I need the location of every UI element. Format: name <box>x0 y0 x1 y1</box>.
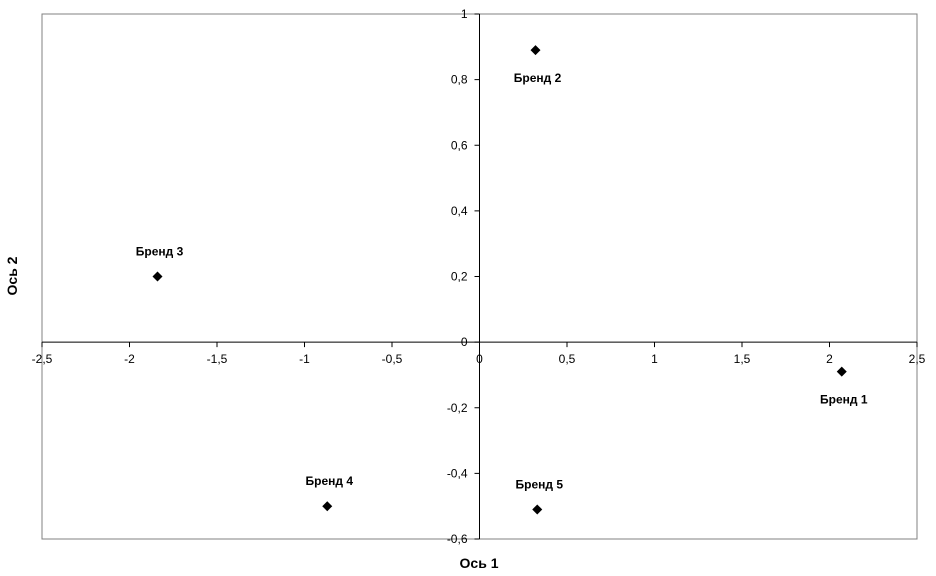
y-tick-label: 0,4 <box>451 204 468 218</box>
x-tick-label: 2,5 <box>909 352 926 366</box>
y-tick-label: 0,6 <box>451 138 468 152</box>
data-point-label: Бренд 5 <box>515 477 563 491</box>
data-point-marker <box>532 504 543 515</box>
x-axis-title: Ось 1 <box>460 555 499 571</box>
y-tick-label: -0,6 <box>447 532 468 546</box>
points-layer: Бренд 1 Бренд 2 Бренд 3 Бренд 4 Бренд 5 <box>136 45 868 515</box>
x-tick-label: -0,5 <box>382 352 403 366</box>
y-tick-label: -0,2 <box>447 401 468 415</box>
y-axis-title: Ось 2 <box>4 256 20 295</box>
tick-labels-layer: -2,5 -2 -1,5 -1 -0,5 0 0,5 1 1,5 2 2,5 -0,6 -0,4 -0,2… <box>32 7 926 546</box>
x-tick-label: -2,5 <box>32 352 53 366</box>
data-point-label: Бренд 3 <box>136 245 184 259</box>
x-tick-label: 1,5 <box>734 352 751 366</box>
data-point-label: Бренд 4 <box>305 474 353 488</box>
axes-layer <box>41 13 918 540</box>
y-tick-label: -0,4 <box>447 466 468 480</box>
data-point-label: Бренд 1 <box>820 393 868 407</box>
data-point-label: Бренд 2 <box>514 71 562 85</box>
y-tick-label: 0 <box>461 335 468 349</box>
data-point-marker <box>322 501 333 512</box>
x-tick-label: 0,5 <box>559 352 576 366</box>
data-point-marker <box>152 271 163 282</box>
data-point-marker <box>530 45 541 56</box>
y-tick-label: 0,8 <box>451 73 468 87</box>
x-tick-label: 2 <box>826 352 833 366</box>
x-tick-label: -2 <box>124 352 135 366</box>
x-tick-label: 0 <box>476 352 483 366</box>
x-tick-label: -1 <box>299 352 310 366</box>
y-tick-label: 0,2 <box>451 270 468 284</box>
data-point-marker <box>836 366 847 377</box>
x-tick-label: 1 <box>651 352 658 366</box>
x-tick-label: -1,5 <box>207 352 228 366</box>
y-tick-label: 1 <box>461 7 468 21</box>
